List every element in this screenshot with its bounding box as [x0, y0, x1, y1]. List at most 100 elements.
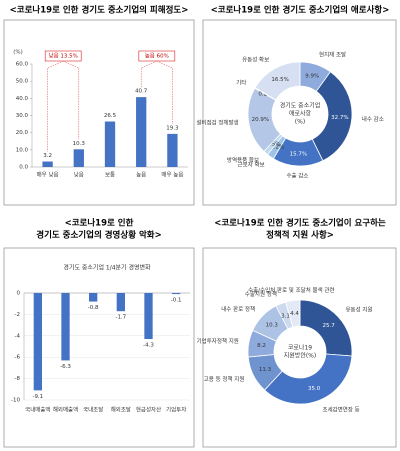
- chart-subtitle: 경기도 중소기업 1/4분기 경영변화: [63, 264, 151, 272]
- y-tick-label: -6: [15, 355, 21, 361]
- y-tick-label: -2: [15, 312, 20, 318]
- value-label: 16.5%: [271, 77, 288, 83]
- x-tick-label: 기업투자: [166, 406, 186, 414]
- annotation: 낮음 13.5%: [49, 52, 78, 60]
- panel-title: 경기도 중소기업의 경영상황 악화>: [36, 230, 161, 241]
- panel-title: 정책적 지원 사항>: [266, 230, 334, 241]
- category-label: 유동성 지원: [345, 305, 372, 313]
- x-tick-label: 매우 낮음: [37, 171, 59, 179]
- value-label: -6.3: [60, 364, 71, 370]
- category-label: 기타: [236, 79, 246, 87]
- category-label: 수출/수입처 판로 및 조달처 물색 관련: [248, 286, 335, 294]
- y-tick-label: 50.0: [16, 79, 29, 85]
- bar: [136, 97, 147, 167]
- value-label: -0.8: [88, 305, 99, 311]
- value-label: 19.3: [166, 125, 179, 131]
- x-tick-label: 낮음: [74, 171, 84, 179]
- donut-slice: [263, 353, 353, 405]
- x-tick-label: 국내매출액: [25, 406, 50, 414]
- x-tick-label: 높음: [136, 172, 146, 179]
- category-label: 근로자 확보: [238, 160, 265, 168]
- annotation-leader: [140, 60, 157, 88]
- value-label: 4.4: [290, 311, 299, 317]
- value-label: 15.7%: [290, 151, 307, 157]
- value-label: 25.7: [322, 323, 335, 329]
- center-label: 애로사항: [289, 110, 312, 118]
- value-label: 3.2: [43, 153, 52, 159]
- bar: [89, 293, 98, 302]
- bar: [73, 149, 84, 167]
- donut-slice: [285, 299, 301, 328]
- y-tick-label: 0: [17, 291, 21, 297]
- value-label: -4.3: [143, 343, 154, 349]
- annotation-leader: [47, 60, 64, 152]
- category-label: 현지재 조달: [319, 50, 346, 58]
- category-label: 유동성 확보: [242, 56, 269, 64]
- value-label: 9.9%: [305, 73, 319, 79]
- panel-frame: [3, 247, 195, 448]
- bar: [116, 293, 125, 312]
- panel-frame: [202, 247, 397, 448]
- y-tick-label: -4: [15, 333, 21, 339]
- y-tick-label: 30.0: [16, 113, 29, 119]
- bar: [61, 293, 70, 361]
- y-tick-label: 10.0: [16, 147, 29, 153]
- category-label: 수출지원 정책: [245, 290, 277, 298]
- value-label: 20.9%: [252, 117, 269, 123]
- value-label: 1.5%: [267, 142, 281, 148]
- value-label: 11.3: [259, 367, 272, 373]
- x-tick-label: 보통: [105, 172, 115, 179]
- panel-title: <코로나19로 인한 경기도 중소기업이 요구하는: [214, 218, 386, 229]
- y-axis-label: (%): [13, 50, 23, 56]
- y-tick-label: -8: [15, 376, 21, 382]
- value-label: 3.1: [281, 313, 290, 319]
- y-tick-label: -10: [11, 398, 20, 404]
- donut-slice: [254, 61, 301, 101]
- value-label: 26.5: [104, 113, 117, 119]
- x-tick-label: 국내조달: [83, 406, 103, 414]
- category-label: 내수 감소: [362, 115, 384, 123]
- center-label: (%): [295, 119, 305, 126]
- value-label: -1.7: [115, 315, 126, 321]
- center-label: 경기도 중소기업: [280, 102, 321, 110]
- value-label: -0.1: [171, 298, 182, 304]
- category-label: 방역용품 확보: [227, 156, 259, 164]
- center-label: 지원방안(%): [284, 352, 316, 360]
- panel-title: <코로나19로 인한 경기도 중소기업의 피해정도>: [10, 5, 189, 16]
- bar: [33, 293, 42, 391]
- value-label: -9.1: [32, 394, 43, 400]
- center-label: 코로나19: [288, 344, 312, 352]
- panel-title: <코로나19로 인한 경기도 중소기업의 애로사항>: [211, 5, 390, 16]
- value-label: 32.7%: [331, 115, 348, 121]
- annotation: 높음 60%: [145, 53, 169, 60]
- category-label: 조세감면연장 등: [323, 405, 360, 413]
- category-label: 설비점검 정체발생: [196, 118, 238, 126]
- value-label: 40.7: [135, 89, 148, 95]
- value-label: 0.2%: [258, 92, 272, 98]
- panel-frame: [202, 19, 397, 206]
- x-tick-label: 매우 높음: [161, 171, 183, 179]
- category-label: 내수 판로 정책: [221, 305, 255, 313]
- y-tick-label: 0.0: [19, 165, 28, 171]
- category-label: 기업투자정책 지원: [197, 337, 239, 345]
- value-label: 10.3: [266, 323, 279, 329]
- category-label: 고용 등 정책 지원: [204, 375, 245, 383]
- value-label: 2.2%: [270, 144, 284, 150]
- value-label: 35.0: [308, 386, 321, 392]
- value-label: 10.3: [73, 141, 86, 147]
- bar: [42, 161, 53, 167]
- bar: [144, 293, 153, 340]
- x-tick-label: 현금성자산: [136, 406, 161, 414]
- y-tick-label: 20.0: [16, 130, 29, 136]
- value-label: 8.2: [257, 343, 266, 349]
- bar: [167, 133, 178, 167]
- y-tick-label: 40.0: [16, 96, 29, 102]
- panel-title: <코로나19로 인한: [65, 218, 134, 229]
- x-tick-label: 해외조달: [111, 406, 131, 414]
- annotation-leader: [156, 60, 173, 124]
- category-label: 수출 감소: [286, 171, 308, 179]
- bar: [104, 121, 116, 167]
- bar: [172, 293, 181, 295]
- y-tick-label: 60.0: [16, 62, 29, 68]
